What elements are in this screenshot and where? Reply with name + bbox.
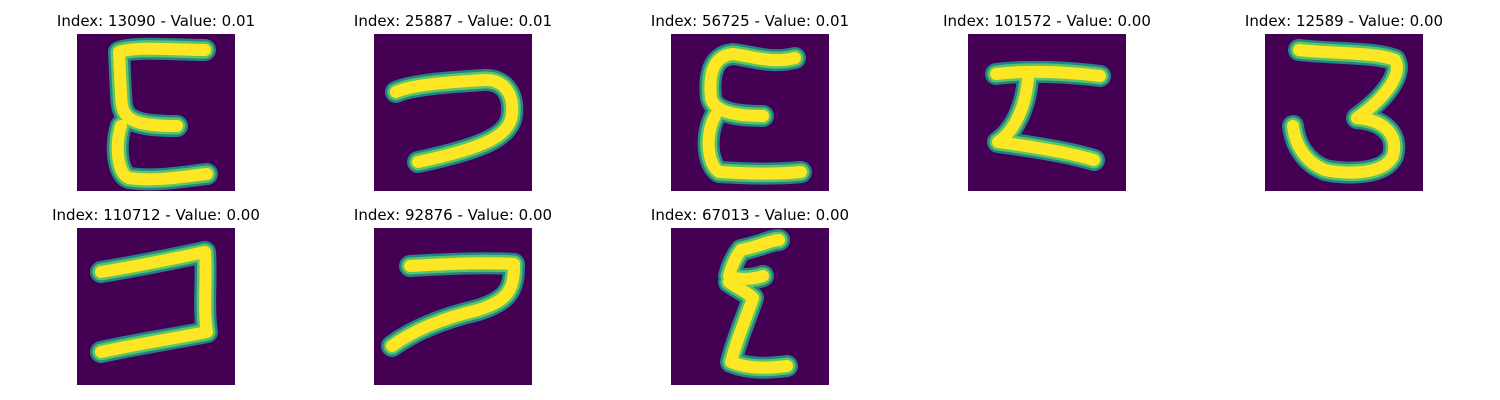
glyph-stroke bbox=[723, 234, 793, 374]
sample-image-1 bbox=[77, 34, 235, 191]
sample-image-3 bbox=[671, 34, 829, 191]
sample-image-8 bbox=[671, 228, 829, 385]
panel-title-5: Index: 12589 - Value: 0.00 bbox=[1244, 12, 1444, 30]
panel-title-1: Index: 13090 - Value: 0.01 bbox=[56, 12, 256, 30]
sample-image-2 bbox=[374, 34, 532, 191]
panel-title-6: Index: 110712 - Value: 0.00 bbox=[52, 206, 260, 224]
panel-title-7: Index: 92876 - Value: 0.00 bbox=[353, 206, 553, 224]
sample-image-4 bbox=[968, 34, 1126, 191]
glyph-stroke bbox=[386, 257, 520, 352]
panel-title-2: Index: 25887 - Value: 0.01 bbox=[353, 12, 553, 30]
panel-title-4: Index: 101572 - Value: 0.00 bbox=[943, 12, 1151, 30]
sample-image-6 bbox=[77, 228, 235, 385]
glyph-stroke bbox=[95, 246, 213, 358]
sample-image-5 bbox=[1265, 34, 1423, 191]
glyph-stroke bbox=[1287, 44, 1403, 179]
glyph-stroke bbox=[702, 48, 807, 180]
glyph-stroke bbox=[990, 65, 1106, 166]
sample-image-7 bbox=[374, 228, 532, 385]
panel-title-8: Index: 67013 - Value: 0.00 bbox=[650, 206, 850, 224]
glyph-stroke bbox=[390, 74, 519, 168]
glyph-stroke bbox=[111, 42, 213, 186]
panel-title-3: Index: 56725 - Value: 0.01 bbox=[650, 12, 850, 30]
